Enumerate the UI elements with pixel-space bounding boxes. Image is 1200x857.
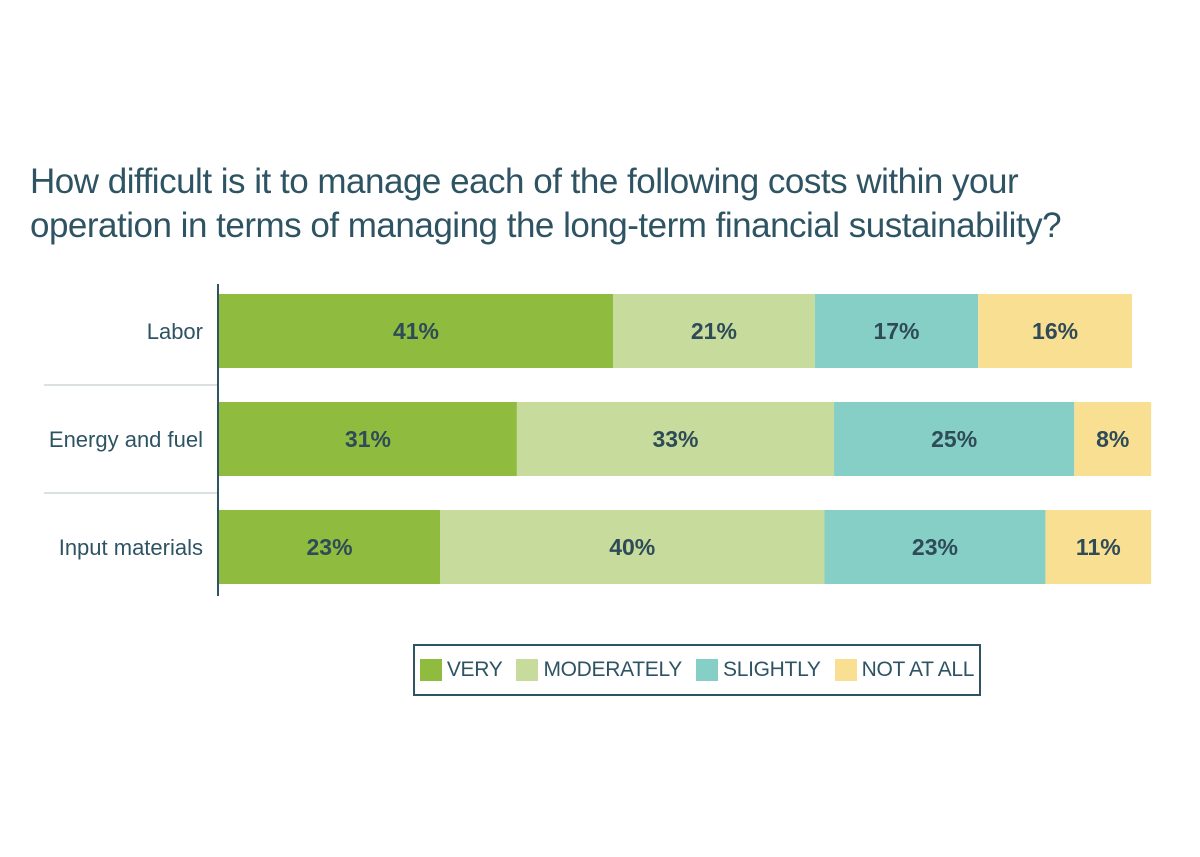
- category-label-input-materials: Input materials: [59, 535, 203, 560]
- legend-label-very: VERY: [446, 658, 503, 681]
- chart-legend: VERY MODERATELY SLIGHTLY NOT AT ALL: [413, 644, 981, 696]
- legend-swatch-moderately: [516, 659, 539, 681]
- data-label-input-materials-not-at-all: 11%: [1076, 534, 1121, 560]
- category-label-energy-and-fuel: Energy and fuel: [49, 427, 203, 452]
- legend-swatch-slightly: [696, 659, 719, 681]
- legend-label-moderately: MODERATELY: [543, 658, 683, 681]
- bar-energy-and-fuel-slightly: [834, 402, 1075, 476]
- legend-label-not-at-all: NOT AT ALL: [861, 658, 975, 681]
- bar-energy-and-fuel-moderately: [516, 402, 835, 476]
- bar-input-materials-moderately: [440, 510, 825, 584]
- legend-label-slightly: SLIGHTLY: [723, 658, 821, 681]
- chart-title: How difficult is it to manage each of th…: [30, 160, 1170, 248]
- data-label-energy-and-fuel-moderately: 33%: [652, 426, 698, 452]
- data-label-input-materials-moderately: 40%: [609, 534, 655, 560]
- legend-item-slightly: SLIGHTLY: [696, 658, 821, 682]
- chart-title-line-2: operation in terms of managing the long-…: [30, 206, 1062, 245]
- bar-energy-and-fuel-not-at-all: [1074, 402, 1152, 476]
- bar-input-materials-not-at-all: [1045, 510, 1152, 584]
- bar-labor-slightly: [814, 294, 979, 368]
- bar-input-materials-slightly: [824, 510, 1046, 584]
- data-label-energy-and-fuel-very: 31%: [345, 426, 391, 452]
- data-label-labor-slightly: 17%: [873, 318, 919, 344]
- data-label-labor-not-at-all: 16%: [1032, 318, 1078, 344]
- data-label-input-materials-very: 23%: [306, 534, 352, 560]
- data-label-labor-very: 41%: [393, 318, 439, 344]
- legend-item-not-at-all: NOT AT ALL: [834, 658, 975, 682]
- data-label-energy-and-fuel-slightly: 25%: [931, 426, 977, 452]
- data-label-input-materials-slightly: 23%: [912, 534, 958, 560]
- bar-energy-and-fuel-very: [219, 402, 517, 476]
- bar-labor-very: [219, 294, 614, 368]
- legend-swatch-very: [419, 659, 442, 681]
- bar-labor-not-at-all: [978, 294, 1132, 368]
- data-label-energy-and-fuel-not-at-all: 8%: [1096, 426, 1129, 452]
- category-label-labor: Labor: [147, 319, 203, 344]
- bar-labor-moderately: [613, 294, 815, 368]
- bar-input-materials-very: [219, 510, 441, 584]
- legend-swatch-not-at-all: [834, 659, 857, 681]
- legend-item-very: VERY: [419, 658, 503, 682]
- legend-item-moderately: MODERATELY: [516, 658, 682, 682]
- data-label-labor-moderately: 21%: [691, 318, 737, 344]
- chart-title-line-1: How difficult is it to manage each of th…: [30, 162, 1019, 201]
